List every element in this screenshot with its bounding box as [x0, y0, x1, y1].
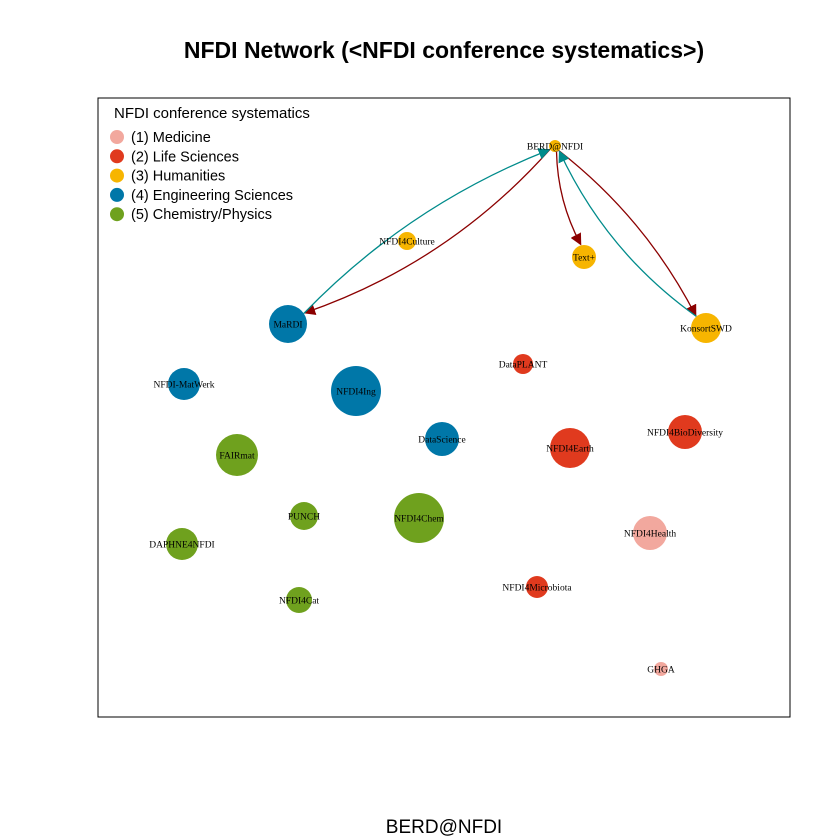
node-datascience: DataScience [418, 422, 466, 456]
node-label: NFDI4Cat [279, 596, 319, 606]
node-label: PUNCH [288, 512, 320, 522]
node-label: GHGA [647, 665, 675, 675]
node-label: NFDI-MatWerk [154, 380, 215, 390]
node-circle [331, 366, 381, 416]
node-circle [572, 245, 596, 269]
nodes-layer: BERD@NFDI Text+ NFDI4Culture KonsortSWD MaRD… [149, 140, 732, 676]
legend-items: (1) Medicine (2) Life Sciences (3) Humanit… [110, 130, 293, 223]
node-circle [513, 354, 533, 374]
legend: NFDI conference systematics (1) Medicine… [110, 105, 310, 223]
node-label: KonsortSWD [680, 324, 732, 334]
node-circle [691, 313, 721, 343]
edge-konsortswd-to-berd-nfdi [558, 150, 697, 317]
legend-label: (4) Engineering Sciences [131, 188, 293, 204]
node-label: NFDI4Ing [336, 387, 376, 397]
node-circle [290, 502, 318, 530]
node-label: NFDI4Chem [394, 514, 444, 524]
legend-swatch [110, 207, 124, 222]
legend-item: (4) Engineering Sciences [110, 187, 293, 204]
node-konsortswd: KonsortSWD [680, 313, 732, 343]
node-circle [526, 576, 548, 598]
node-label: BERD@NFDI [527, 142, 583, 152]
node-circle [216, 434, 258, 476]
node-circle [654, 662, 668, 676]
legend-label: (5) Chemistry/Physics [131, 207, 272, 223]
node-text: Text+ [572, 245, 596, 269]
legend-item: (1) Medicine [110, 130, 211, 146]
node-circle [394, 493, 444, 543]
node-label: NFDI4Culture [379, 237, 434, 247]
node-circle [549, 140, 561, 152]
edges-layer [303, 148, 697, 317]
node-circle [633, 516, 667, 550]
legend-item: (3) Humanities [110, 168, 225, 185]
legend-label: (3) Humanities [131, 169, 225, 185]
node-nfdi4culture: NFDI4Culture [379, 232, 435, 250]
edge-berd-nfdi-to-konsortswd [558, 150, 697, 317]
node-daphne4nfdi: DAPHNE4NFDI [149, 528, 215, 560]
node-label: NFDI4Microbiota [502, 583, 572, 593]
node-circle [668, 415, 702, 449]
node-dataplant: DataPLANT [499, 354, 548, 374]
node-label: DataScience [418, 435, 465, 445]
node-label: FAIRmat [219, 451, 255, 461]
legend-title: NFDI conference systematics [114, 105, 310, 122]
node-nfdi-matwerk: NFDI-MatWerk [154, 368, 215, 400]
legend-swatch [110, 168, 124, 183]
legend-swatch [110, 149, 124, 164]
edge-berd-nfdi-to-mardi [303, 148, 551, 315]
node-label: DAPHNE4NFDI [149, 540, 214, 550]
node-circle [286, 587, 312, 613]
node-nfdi4earth: NFDI4Earth [546, 428, 594, 468]
node-nfdi4ing: NFDI4Ing [331, 366, 381, 416]
legend-item: (5) Chemistry/Physics [110, 207, 272, 223]
legend-swatch [110, 130, 124, 144]
node-nfdi4cat: NFDI4Cat [279, 587, 319, 613]
node-fairmat: FAIRmat [216, 434, 258, 476]
legend-item: (2) Life Sciences [110, 149, 239, 165]
figure-caption: BERD@NFDI [386, 817, 502, 838]
node-nfdi4health: NFDI4Health [624, 516, 676, 550]
edge-mardi-to-berd-nfdi [303, 148, 551, 314]
plot-frame [97, 97, 791, 718]
node-circle [550, 428, 590, 468]
node-label: NFDI4Earth [546, 444, 594, 454]
node-label: DataPLANT [499, 360, 548, 370]
chart-title: NFDI Network (<NFDI conference systemati… [184, 37, 704, 63]
legend-swatch [110, 187, 124, 202]
node-nfdi4chem: NFDI4Chem [394, 493, 444, 543]
node-label: MaRDI [273, 320, 302, 330]
node-circle [166, 528, 198, 560]
node-circle [168, 368, 200, 400]
node-label: Text+ [573, 253, 595, 263]
node-label: NFDI4Health [624, 529, 676, 539]
node-mardi: MaRDI [269, 305, 307, 343]
node-circle [425, 422, 459, 456]
node-circle [398, 232, 416, 250]
node-label: NFDI4BioDiversity [647, 428, 723, 438]
edge-berd-nfdi-to-text [555, 151, 582, 246]
node-nfdi4biodiversity: NFDI4BioDiversity [647, 415, 723, 449]
node-circle [269, 305, 307, 343]
legend-label: (1) Medicine [131, 130, 211, 146]
node-berd-nfdi: BERD@NFDI [527, 140, 583, 152]
node-punch: PUNCH [288, 502, 320, 530]
node-nfdi4microbiota: NFDI4Microbiota [502, 576, 572, 598]
legend-label: (2) Life Sciences [131, 149, 239, 165]
node-ghga: GHGA [647, 662, 675, 676]
